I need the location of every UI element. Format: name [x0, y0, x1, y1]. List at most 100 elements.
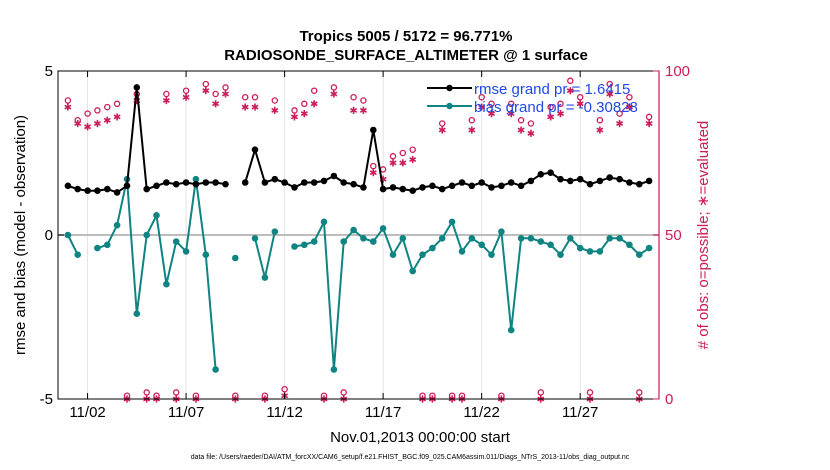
- possible-count-point: [478, 93, 485, 101]
- possible-count-point: [163, 90, 170, 98]
- evaluated-count-point: [389, 159, 397, 167]
- rmse-point: [310, 179, 318, 186]
- bias-point: [212, 366, 219, 373]
- evaluated-count-point: [202, 87, 210, 95]
- evaluated-count-point: [478, 103, 486, 111]
- bias-point: [498, 228, 505, 235]
- rmse-point: [448, 182, 456, 190]
- bias-point: [419, 251, 426, 258]
- bias-point: [399, 235, 407, 242]
- possible-count-point: [399, 149, 407, 157]
- rmse-series: [64, 84, 653, 196]
- evaluated-count-point: [625, 103, 633, 111]
- chart-subtitle: RADIOSONDE_SURFACE_ALTIMETER @ 1 surface: [224, 47, 588, 64]
- rmse-point: [241, 179, 249, 186]
- bias-point: [488, 251, 495, 258]
- possible-count-point: [468, 116, 476, 124]
- bias-point: [429, 244, 436, 252]
- bias-point: [143, 231, 150, 239]
- possible-count-point: [212, 90, 219, 98]
- rmse-point: [143, 185, 150, 193]
- rmse-point: [330, 172, 338, 180]
- bias-point: [153, 212, 160, 219]
- possible-count-point: [567, 77, 574, 85]
- evaluated-count-point: [300, 110, 308, 118]
- bias-series: [64, 175, 653, 373]
- possible-count-point: [557, 100, 564, 108]
- bias-point: [370, 238, 377, 245]
- x-tick-label: 11/07: [168, 404, 204, 421]
- bias-point: [301, 241, 308, 249]
- bias-point: [360, 235, 367, 242]
- legend-bias-marker: [446, 102, 453, 110]
- evaluated-count-point: [350, 106, 358, 114]
- rmse-point: [596, 177, 604, 185]
- evaluated-count-point: [576, 100, 584, 108]
- bias-point: [350, 226, 357, 234]
- evaluated-count-point: [241, 103, 249, 111]
- legend-rmse-marker: [446, 84, 453, 92]
- rmse-point: [468, 182, 476, 190]
- bias-point: [448, 218, 456, 226]
- rmse-point: [172, 180, 180, 188]
- possible-count-point: [389, 153, 397, 160]
- possible-count-point: [350, 93, 357, 101]
- evaluated-count-point: [556, 110, 564, 118]
- possible-count-point: [438, 120, 446, 127]
- bias-point: [163, 280, 170, 288]
- possible-count-point: [547, 103, 554, 111]
- possible-count-point: [271, 97, 279, 104]
- bias-line-segment: [67, 234, 79, 256]
- bias-point: [507, 326, 515, 334]
- rmse-point: [527, 177, 535, 185]
- bias-point: [409, 267, 417, 275]
- bias-point: [576, 244, 584, 252]
- rmse-point: [399, 185, 407, 193]
- possible-count-point: [182, 87, 190, 94]
- x-axis-label: Nov.01,2013 00:00:00 start: [330, 429, 511, 446]
- rmse-point: [123, 182, 131, 190]
- y-tick-label: -5: [40, 391, 53, 408]
- evaluated-count-point: [271, 106, 279, 114]
- bias-point: [458, 248, 466, 255]
- rmse-point: [645, 177, 653, 185]
- rmse-point: [507, 179, 515, 186]
- rmse-point: [182, 179, 190, 186]
- bias-point: [172, 238, 180, 245]
- y2-tick-label: 50: [665, 227, 682, 244]
- possible-count-point: [616, 110, 623, 117]
- evaluated-count-point: [103, 116, 111, 124]
- legend-rmse-label: rmse grand pr = 1.6415: [474, 81, 630, 98]
- bias-point: [517, 235, 525, 242]
- bias-point: [310, 238, 318, 245]
- rmse-point: [586, 180, 594, 188]
- evaluated-count-point: [527, 129, 535, 137]
- y2-axis-label: # of obs: o=possible; ∗=evaluated: [695, 121, 712, 350]
- bias-point: [94, 244, 101, 252]
- possible-count-point: [281, 385, 288, 393]
- rmse-point: [429, 182, 436, 190]
- bias-point: [596, 248, 604, 255]
- bias-point: [74, 251, 81, 258]
- chart-title: Tropics 5005 / 5172 = 96.771%: [299, 28, 512, 45]
- rmse-point: [360, 184, 367, 191]
- evaluated-count-point: [290, 113, 298, 121]
- evaluated-count-point: [182, 93, 190, 101]
- possible-count-point: [301, 100, 308, 108]
- evaluated-count-point: [507, 110, 515, 118]
- rmse-point: [567, 177, 574, 185]
- rmse-point: [636, 180, 643, 188]
- rmse-point: [94, 187, 101, 194]
- rmse-point: [251, 146, 259, 153]
- bias-point: [586, 248, 594, 255]
- possible-count-point: [596, 116, 604, 124]
- evaluated-count-point: [359, 106, 367, 114]
- possible-count-point: [241, 93, 249, 101]
- evaluated-count-point: [645, 119, 653, 128]
- bias-point: [606, 235, 613, 242]
- evaluated-count-point: [547, 113, 555, 121]
- bias-point: [438, 235, 446, 242]
- rmse-point: [74, 185, 81, 193]
- bias-point: [557, 251, 564, 258]
- evaluated-count-point: [84, 123, 92, 131]
